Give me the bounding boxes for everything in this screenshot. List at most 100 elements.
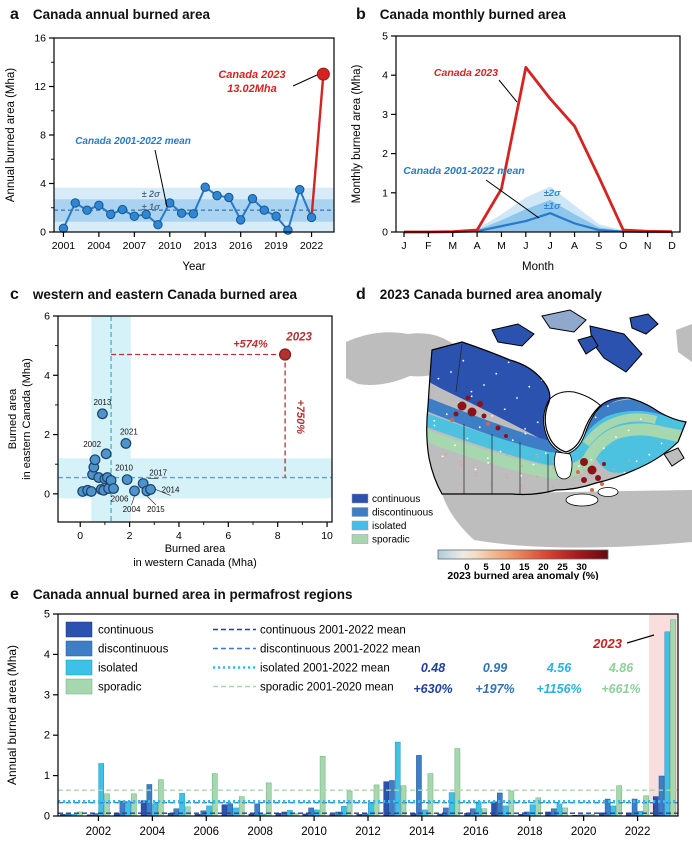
point-year-label: 2010 (115, 464, 133, 473)
x-tick-label: 2022 (625, 826, 651, 838)
legend-label-discontinuous: discontinuous (372, 508, 433, 519)
speckle-white (454, 444, 456, 446)
speckle-white (644, 376, 646, 378)
bar-isolated (610, 805, 617, 817)
point-year-label: 2021 (120, 427, 138, 436)
legend-label-continuous: continuous (98, 625, 154, 637)
anomaly-patch (581, 477, 587, 483)
annual-burned-area-chart: 0 4 8 12 16 2001 2004 2007 2010 2013 2016 2019 2022 Y… (5, 33, 335, 273)
bar-sporadic (508, 790, 515, 817)
data-point (295, 184, 305, 195)
y-tick-label: 8 (40, 130, 46, 142)
data-point (129, 485, 140, 497)
bar-sporadic (211, 773, 218, 817)
bar-sporadic (454, 748, 461, 817)
speckle-pink (505, 454, 508, 457)
sigma2-label: ±2σ (544, 188, 561, 199)
panel-e-header: e Canada annual burned area in permafros… (0, 580, 692, 604)
bar-sporadic (481, 808, 488, 817)
bar-discontinuous (308, 807, 314, 817)
x-tick-label: M (448, 240, 457, 252)
legend-label-discontinuous: discontinuous (98, 644, 169, 656)
anomaly-patch-light (450, 418, 454, 422)
y-tick-label: 1 (382, 187, 388, 199)
x-tick-label: 2002 (86, 826, 112, 838)
speckle-white (544, 452, 547, 455)
speckle-pink (505, 473, 508, 476)
x-tick-label: J (401, 240, 406, 252)
data-point (89, 454, 101, 466)
panel-a-title: Canada annual burned area (32, 7, 210, 22)
bar-sporadic (562, 807, 569, 817)
y-axis-label-1: Burned area (7, 388, 19, 449)
point-leader (146, 495, 157, 506)
speckle-pink (582, 469, 585, 472)
data-point (283, 225, 293, 235)
bar-sporadic (319, 755, 326, 817)
y-tick-label: 0 (40, 227, 46, 239)
province-border (455, 343, 463, 393)
bar-isolated (394, 741, 401, 817)
annotation-pct-0: +630% (413, 682, 452, 696)
pct-x-label: +574% (233, 339, 268, 351)
y-tick-label: 1 (44, 770, 50, 782)
legend-mean-label-continuous: continuous 2001-2022 mean (260, 625, 406, 637)
speckle-pink (459, 460, 462, 463)
speckle-white (627, 429, 630, 432)
speckle-white (466, 437, 469, 440)
canada-outline (426, 341, 687, 496)
point-year-label: 2013 (94, 398, 112, 407)
speckle-pink (460, 463, 463, 466)
speckle-pink (628, 459, 631, 462)
speckle-white (421, 431, 423, 433)
speckle-white (495, 372, 498, 375)
data-point (306, 212, 317, 223)
x-tick-label: 2016 (463, 826, 489, 838)
colorbar-tick-label: 0 (464, 562, 469, 573)
point-year-label: 2006 (111, 495, 129, 504)
panel-d: d 2023 Canada burned area anomaly contin… (346, 280, 692, 580)
x-tick-label: 2020 (571, 826, 597, 838)
x-tick-label: J (548, 240, 553, 252)
legend-mean-label-discontinuous: discontinuous 2001-2022 mean (260, 644, 420, 656)
bar-sporadic (670, 619, 676, 817)
speckle-white (586, 380, 589, 383)
bar-continuous (383, 781, 390, 817)
bar-isolated (152, 803, 158, 817)
speckle-pink (445, 453, 447, 455)
panel-e: e Canada annual burned area in permafros… (0, 580, 692, 864)
panel-c-title: western and eastern Canada burned area (32, 287, 297, 302)
speckle-white (470, 395, 473, 398)
x-tick-label: 2007 (123, 240, 147, 252)
speckle-white (511, 439, 514, 442)
annual-series-line (62, 185, 313, 233)
data-point (188, 209, 199, 219)
speckle-white (602, 447, 605, 450)
point-year-label: 2017 (149, 468, 167, 477)
speckle-white (577, 465, 580, 468)
x-tick-label: 2001 (52, 240, 76, 252)
speckle-white (516, 397, 518, 399)
legend-swatch-continuous (65, 621, 93, 638)
x-tick-label: A (571, 240, 578, 252)
anomaly-patch (465, 395, 471, 401)
panel-e-title: Canada annual burned area in permafrost … (32, 587, 353, 602)
data-point (117, 204, 128, 215)
data-point (94, 200, 104, 211)
bar-discontinuous (658, 775, 665, 817)
y-axis-label: Annual burned area (Mha) (5, 68, 17, 202)
annotation-mean: Canada 2001-2022 mean (75, 136, 191, 147)
speckle-pink (567, 478, 569, 480)
y-tick-label: 3 (44, 689, 50, 701)
speckle-pink (489, 482, 492, 485)
speckle-white (450, 371, 452, 373)
west-east-scatter-chart: 2013200220062021201020042017201520142023… (7, 311, 333, 570)
anomaly-patch (602, 462, 606, 466)
label-2023: 2023 (592, 636, 623, 651)
speckle-white (598, 369, 601, 372)
anomaly-patch (477, 401, 483, 407)
speckle-white (462, 359, 465, 362)
speckle-white (491, 415, 493, 417)
y-axis-label-2: in eastern Canada (Mha) (21, 358, 33, 480)
speckle-white (437, 377, 440, 380)
